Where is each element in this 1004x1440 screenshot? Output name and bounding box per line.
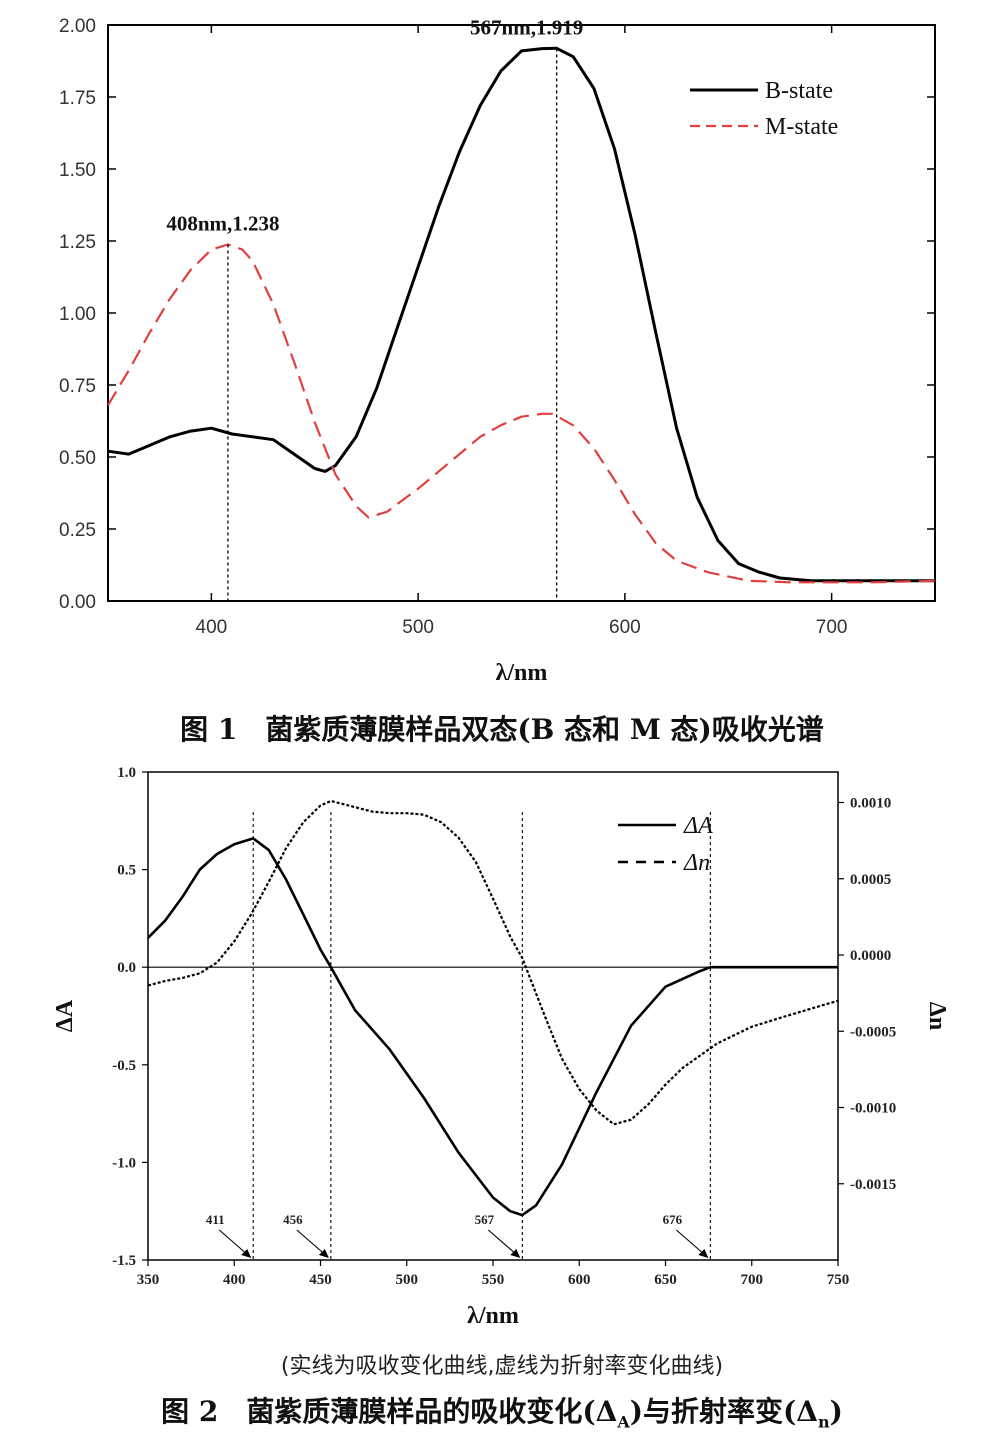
fig2-caption-part2: )与折射率变(Δ: [629, 1395, 818, 1428]
fig1-peak-label: 408nm,1.238: [166, 211, 279, 235]
fig1-plot-frame: [107, 24, 936, 602]
fig2-legend-label-delta-n: Δn: [683, 850, 710, 876]
fig2-x-tick-label: 700: [741, 1272, 764, 1288]
fig2-marker-arrowhead: [318, 1249, 329, 1258]
fig1-legend-label-m-state: M-state: [765, 114, 838, 140]
figure-1-absorption-spectra: 400 500 600 700 0.00 0.25 0.50 0.75 1.00 1.25 1.50…: [59, 15, 936, 686]
fig2-marker-arrowhead: [698, 1249, 709, 1258]
fig2-marker-label: 567: [475, 1212, 495, 1227]
fig2-x-tick-label: 450: [309, 1272, 332, 1288]
fig2-axes: 350 400 450 500 550 600 650 700 750 1.0 0.5 0.0 -0.5…: [52, 765, 950, 1329]
fig1-peak-label: 567nm,1.919: [470, 15, 583, 39]
figure-2-caption: 图 2 菌紫质薄膜样品的吸收变化(ΔA)与折射率变(Δn): [0, 1390, 1004, 1432]
figure-2-note: (实线为吸收变化曲线,虚线为折射率变化曲线): [280, 1354, 724, 1379]
fig1-x-tick-label: 400: [196, 617, 228, 638]
fig2-caption-sub-a: A: [617, 1412, 630, 1432]
fig1-y-tick-label: 2.00: [59, 16, 96, 37]
fig2-caption-part3: ): [829, 1395, 843, 1428]
fig2-plot-frame: [147, 771, 839, 1261]
fig1-annotations: 567nm,1.919 408nm,1.238: [166, 15, 583, 601]
fig2-y2-tick-label: 0.0000: [850, 948, 891, 964]
fig1-y-tick-label: 1.00: [59, 304, 96, 325]
fig1-y-tick-label: 0.50: [59, 448, 96, 469]
fig2-marker-arrowhead: [241, 1249, 252, 1258]
fig1-legend: B-state M-state: [690, 78, 838, 140]
fig1-x-axis-title: λ/nm: [496, 660, 548, 686]
fig2-series: [147, 799, 839, 1217]
fig2-y2-tick-label: 0.0010: [850, 796, 891, 812]
fig1-y-tick-label: 0.75: [59, 376, 96, 397]
fig1-y-tick-label: 1.25: [59, 232, 96, 253]
fig2-y-axis-title: ΔA: [52, 999, 78, 1032]
fig2-x-tick-label: 750: [827, 1272, 850, 1288]
fig1-series-line-b-state: [107, 46, 935, 583]
fig2-x-tick-label: 400: [223, 1272, 246, 1288]
fig2-series-line-delta-n: [147, 799, 839, 1126]
fig2-x-tick-label: 500: [396, 1272, 419, 1288]
fig2-legend-label-delta-a: ΔA: [683, 813, 713, 839]
fig2-y-tick-label: -1.5: [112, 1253, 136, 1269]
fig1-x-tick-label: 600: [609, 617, 641, 638]
fig1-y-tick-label: 0.25: [59, 520, 96, 541]
fig2-caption-part1: 图 2 菌紫质薄膜样品的吸收变化(Δ: [161, 1395, 618, 1428]
fig2-marker-label: 676: [663, 1212, 683, 1227]
fig2-legend: ΔA Δn: [618, 813, 713, 876]
fig1-series: [107, 46, 936, 584]
fig2-x-tick-label: 550: [482, 1272, 505, 1288]
fig1-x-tick-label: 500: [402, 617, 434, 638]
fig2-y-tick-label: 0.5: [117, 863, 136, 879]
fig2-marker-label: 456: [283, 1212, 303, 1227]
fig2-y-tick-label: -1.0: [112, 1155, 136, 1171]
fig2-markers: 411 456 567 676: [206, 812, 711, 1260]
fig1-axes: 400 500 600 700 0.00 0.25 0.50 0.75 1.00 1.25 1.50…: [59, 16, 936, 686]
fig2-x-axis-title: λ/nm: [467, 1303, 519, 1329]
fig1-series-line-m-state: [107, 243, 936, 584]
fig2-y-tick-label: 0.0: [117, 960, 136, 976]
fig1-x-tick-label: 700: [816, 617, 848, 638]
fig2-y-tick-label: -0.5: [112, 1058, 136, 1074]
fig2-y2-tick-label: -0.0010: [850, 1101, 896, 1117]
fig2-y2-tick-label: 0.0005: [850, 872, 891, 888]
figure-1-caption: 图 1 菌紫质薄膜样品双态(B 态和 M 态)吸收光谱: [180, 713, 824, 746]
figure-2-change-spectra: 350 400 450 500 550 600 650 700 750 1.0 0.5 0.0 -0.5…: [52, 765, 950, 1329]
fig1-y-tick-label: 1.75: [59, 88, 96, 109]
fig2-y2-tick-label: -0.0005: [850, 1024, 896, 1040]
fig2-x-tick-label: 600: [568, 1272, 591, 1288]
fig1-y-tick-label: 1.50: [59, 160, 96, 181]
fig1-y-tick-label: 0.00: [59, 592, 96, 613]
fig1-legend-label-b-state: B-state: [765, 78, 833, 104]
fig2-series-line-delta-a: [147, 837, 838, 1217]
fig2-y2-tick-label: -0.0015: [850, 1177, 896, 1193]
fig2-y-tick-label: 1.0: [117, 765, 136, 781]
fig2-x-tick-label: 350: [137, 1272, 160, 1288]
fig2-caption-sub-n: n: [817, 1412, 830, 1432]
fig2-y2-axis-title: Δn: [924, 1002, 950, 1030]
fig2-marker-arrowhead: [510, 1249, 521, 1258]
fig2-marker-label: 411: [206, 1212, 225, 1227]
fig2-x-tick-label: 650: [654, 1272, 677, 1288]
